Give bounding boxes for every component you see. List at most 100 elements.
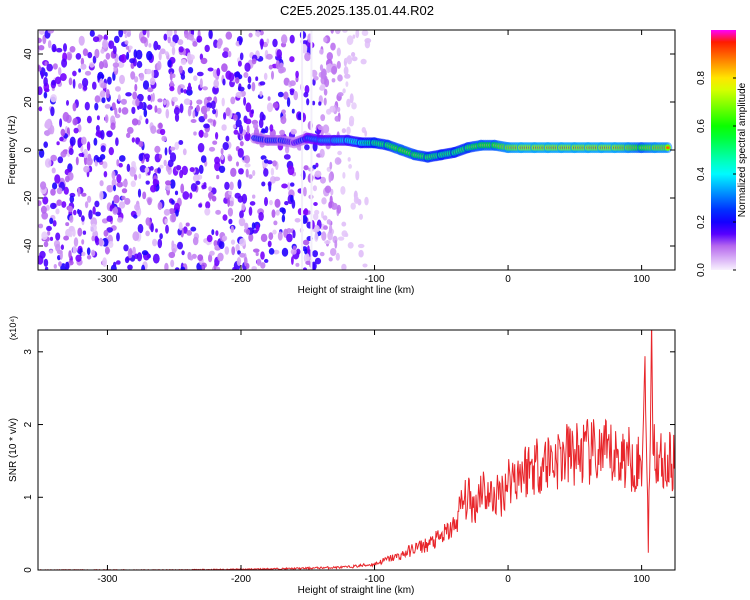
noise-speckle	[46, 225, 52, 232]
noise-speckle	[330, 42, 336, 51]
noise-speckle	[125, 45, 130, 50]
noise-speckle	[115, 260, 121, 265]
noise-speckle	[56, 187, 63, 195]
noise-speckle	[51, 79, 56, 86]
noise-speckle	[83, 165, 90, 173]
noise-speckle	[186, 52, 192, 61]
noise-speckle	[190, 226, 197, 232]
noise-speckle	[291, 256, 294, 265]
noise-speckle	[132, 231, 140, 242]
noise-speckle	[94, 235, 99, 243]
noise-speckle	[169, 179, 176, 189]
noise-speckle	[149, 77, 156, 86]
noise-speckle	[126, 132, 131, 138]
noise-speckle	[84, 101, 90, 111]
noise-speckle	[197, 142, 205, 153]
noise-speckle	[192, 236, 199, 246]
noise-speckle	[345, 81, 349, 87]
noise-speckle	[222, 78, 226, 86]
noise-speckle	[94, 200, 100, 208]
noise-speckle	[301, 215, 308, 224]
noise-speckle	[116, 181, 124, 188]
noise-speckle	[192, 41, 198, 47]
noise-speckle	[96, 115, 100, 121]
noise-speckle	[252, 194, 256, 199]
noise-speckle	[181, 250, 185, 256]
noise-speckle	[104, 114, 109, 124]
noise-speckle	[244, 222, 249, 230]
noise-speckle	[69, 136, 76, 146]
noise-speckle	[312, 263, 316, 270]
noise-speckle	[189, 167, 195, 173]
noise-speckle	[303, 253, 310, 263]
noise-speckle	[63, 186, 69, 195]
snr-x-tick-label: -100	[365, 574, 385, 585]
noise-speckle	[147, 104, 153, 110]
noise-speckle	[200, 57, 208, 65]
noise-speckle	[336, 158, 342, 165]
noise-speckle	[335, 252, 340, 261]
noise-speckle	[223, 112, 227, 120]
noise-speckle	[210, 100, 216, 110]
noise-speckle	[198, 164, 204, 174]
noise-speckle	[145, 180, 150, 185]
noise-speckle	[216, 174, 220, 180]
noise-speckle	[304, 248, 308, 255]
noise-speckle	[182, 226, 188, 234]
noise-speckle	[69, 195, 75, 203]
noise-speckle	[165, 180, 172, 186]
noise-speckle	[218, 240, 225, 250]
noise-speckle	[44, 72, 48, 77]
noise-speckle	[148, 43, 152, 48]
noise-speckle	[169, 86, 175, 92]
noise-speckle	[266, 53, 273, 60]
noise-speckle	[284, 201, 289, 206]
noise-speckle	[230, 239, 236, 245]
noise-speckle	[87, 195, 92, 203]
noise-speckle	[139, 115, 143, 121]
noise-speckle	[100, 90, 106, 98]
noise-speckle	[238, 168, 244, 175]
noise-speckle	[93, 137, 98, 146]
noise-speckle	[315, 162, 319, 168]
noise-speckle	[292, 229, 296, 239]
noise-speckle	[197, 254, 204, 261]
noise-speckle	[205, 201, 211, 209]
noise-speckle	[214, 156, 221, 165]
noise-speckle	[319, 49, 324, 55]
noise-speckle	[81, 192, 87, 197]
noise-speckle	[239, 124, 243, 134]
noise-speckle	[82, 230, 87, 235]
noise-speckle	[342, 30, 348, 33]
noise-speckle	[344, 233, 349, 237]
noise-speckle	[238, 37, 243, 46]
noise-speckle	[174, 202, 180, 212]
noise-speckle	[49, 236, 54, 241]
noise-speckle	[289, 56, 295, 63]
spectrogram-y-axis-label: Frequency (Hz)	[7, 116, 18, 185]
noise-speckle	[260, 129, 267, 134]
noise-speckle	[227, 155, 233, 162]
noise-speckle	[65, 222, 70, 227]
noise-speckle	[232, 124, 237, 129]
noise-speckle	[314, 170, 322, 178]
colorbar-tick-label: 0.2	[696, 215, 707, 229]
noise-speckle	[43, 91, 48, 99]
noise-speckle	[100, 82, 107, 89]
noise-speckle	[125, 92, 132, 97]
noise-speckle	[230, 96, 236, 105]
noise-speckle	[322, 124, 330, 134]
noise-speckle	[60, 128, 66, 137]
noise-speckle	[81, 215, 85, 222]
noise-speckle	[359, 213, 363, 220]
noise-speckle	[271, 70, 274, 80]
noise-speckle	[259, 81, 266, 86]
noise-speckle	[271, 209, 276, 218]
noise-speckle	[228, 72, 235, 82]
noise-speckle	[59, 136, 64, 142]
noise-speckle	[169, 41, 176, 48]
noise-speckle	[225, 135, 230, 142]
noise-speckle	[302, 40, 308, 45]
noise-speckle	[196, 71, 204, 77]
snr-marks	[38, 330, 675, 570]
